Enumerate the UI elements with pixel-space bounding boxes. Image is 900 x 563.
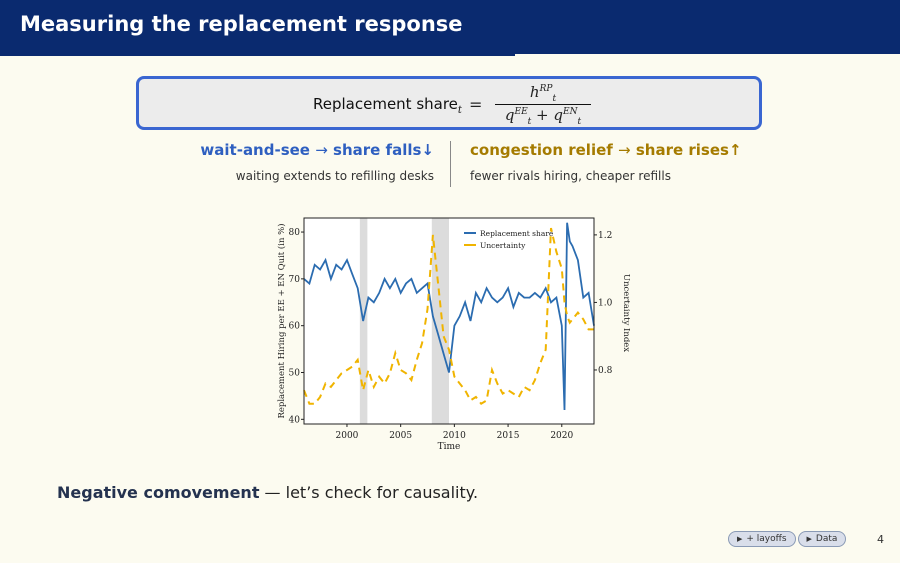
den-b-sup: EN	[563, 107, 578, 117]
den-plus: +	[536, 106, 549, 124]
conclusion-rest: — let’s check for causality.	[259, 483, 479, 502]
right-heading-a: congestion relief	[470, 141, 613, 159]
formula-equals: =	[469, 95, 483, 114]
play-icon: ▶	[737, 535, 743, 543]
y-tick-label: 50	[289, 369, 301, 379]
chart: 2000 2005 2010 2015 2020 40 50 60 70 80 0.8 1.0 1.2 T…	[270, 210, 630, 450]
x-tick-label: 2005	[389, 431, 412, 441]
left-mechanism: wait-and-see → share falls↓ waiting exte…	[150, 141, 434, 183]
x-tick-label: 2015	[497, 431, 520, 441]
den-a-sub: t	[527, 117, 532, 127]
y-tick-label: 60	[289, 322, 301, 332]
y2-tick-label: 0.8	[598, 366, 613, 376]
uncertainty-series-line	[303, 227, 594, 406]
left-heading: wait-and-see → share falls↓	[150, 141, 434, 159]
layoffs-button[interactable]: ▶ + layoffs	[728, 531, 796, 547]
left-arrow: →	[315, 141, 328, 159]
title-underline	[0, 54, 515, 56]
data-button[interactable]: ▶ Data	[797, 531, 847, 547]
replacement-series-line	[303, 222, 595, 411]
formula-fraction: hRPt qEEt + qENt	[495, 83, 591, 127]
right-mechanism: congestion relief → share rises↑ fewer r…	[470, 141, 770, 183]
play-icon: ▶	[806, 535, 812, 543]
page-number: 4	[877, 533, 884, 546]
formula-lhs-sub: t	[457, 105, 462, 116]
formula-lhs: Replacement sharet	[313, 95, 462, 116]
y2-tick-label: 1.0	[598, 298, 613, 308]
y2-tick-label: 1.2	[598, 231, 612, 241]
data-button-label: Data	[815, 534, 838, 544]
left-subtext: waiting extends to refilling desks	[235, 169, 434, 183]
chart-svg: 2000 2005 2010 2015 2020 40 50 60 70 80 0.8 1.0 1.2 T…	[276, 217, 630, 450]
num-sub: t	[552, 94, 557, 104]
num-base: h	[529, 83, 540, 101]
slide-title-bar: Measuring the replacement response	[0, 0, 900, 54]
right-arrow: →	[618, 141, 631, 159]
x-tick-label: 2010	[443, 431, 466, 441]
fraction-bar	[495, 104, 591, 105]
legend-replacement-label: Replacement share	[480, 229, 554, 238]
x-tick-label: 2000	[336, 431, 359, 441]
column-divider	[450, 141, 451, 187]
den-b-sub: t	[577, 117, 582, 127]
formula-box: Replacement sharet = hRPt qEEt + qENt	[136, 76, 762, 130]
x-tick-label: 2020	[550, 431, 573, 441]
layoffs-button-label: + layoffs	[746, 534, 787, 544]
formula-lhs-text: Replacement share	[313, 95, 458, 113]
den-b-base: q	[553, 106, 564, 124]
conclusion: Negative comovement — let’s check for ca…	[57, 483, 478, 502]
slide-title: Measuring the replacement response	[20, 12, 463, 36]
y-tick-label: 80	[289, 228, 301, 238]
num-sup: RP	[539, 84, 553, 94]
down-arrow-icon: ↓	[421, 141, 434, 159]
x-axis-label: Time	[438, 442, 461, 450]
legend-uncertainty-label: Uncertainty	[480, 241, 526, 250]
y2-axis-label: Uncertainty Index	[621, 274, 630, 352]
den-a-base: q	[504, 106, 515, 124]
y-tick-label: 40	[289, 415, 301, 425]
right-heading: congestion relief → share rises↑	[470, 141, 770, 159]
nav-buttons: ▶ + layoffs ▶ Data	[728, 531, 847, 547]
right-heading-b: share rises	[635, 141, 729, 159]
y-tick-label: 70	[289, 275, 301, 285]
den-a-sup: EE	[514, 107, 528, 117]
y-axis-label: Replacement Hiring per EE + EN Quit (in …	[276, 223, 287, 418]
right-subtext: fewer rivals hiring, cheaper refills	[470, 169, 671, 183]
formula-denominator: qEEt + qENt	[495, 106, 591, 127]
up-arrow-icon: ↑	[728, 141, 742, 159]
formula-numerator: hRPt	[495, 83, 591, 104]
left-heading-a: wait-and-see	[200, 141, 310, 159]
left-heading-b: share falls	[333, 141, 422, 159]
plot-frame	[303, 217, 595, 425]
conclusion-bold: Negative comovement	[57, 483, 260, 502]
